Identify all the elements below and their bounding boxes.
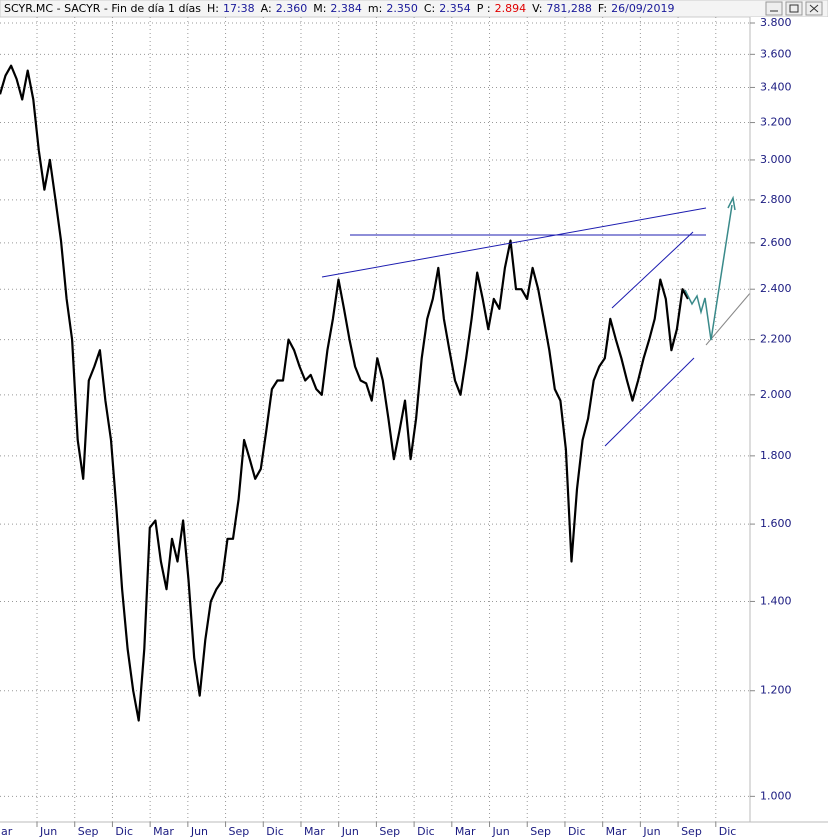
price-line (0, 64, 689, 722)
y-tick-label: 1.800 (760, 449, 792, 462)
x-tick-label: Dic (266, 825, 284, 838)
y-tick-label: 1.200 (760, 684, 792, 697)
close-icon (809, 4, 819, 13)
y-tick-label: 2.200 (760, 333, 792, 346)
x-tick-label: ar (1, 825, 13, 838)
field-label: M: (313, 2, 326, 15)
y-axis-area (750, 17, 828, 840)
x-tick-label: Mar (304, 825, 325, 838)
field-label: H: (207, 2, 219, 15)
annotations (321, 195, 758, 447)
arrow-head (727, 195, 736, 211)
y-tick-label: 1.600 (760, 517, 792, 530)
maximize-icon (789, 4, 799, 13)
y-tick-label: 2.600 (760, 236, 792, 249)
field-value: 2.384 (330, 2, 362, 15)
x-tick-label: Sep (379, 825, 400, 838)
grid (0, 17, 750, 822)
x-tick-label: Jun (341, 825, 359, 838)
field-value: 2.894 (495, 2, 527, 15)
y-tick-label: 2.000 (760, 388, 792, 401)
support-line (705, 284, 758, 346)
field-label: C: (424, 2, 435, 15)
field-label: V: (532, 2, 542, 15)
field-label: A: (261, 2, 272, 15)
header-text: SCYR.MC - SACYR - Fin de día 1 días H: 17:… (4, 2, 675, 15)
y-tick-label: 1.400 (760, 594, 792, 607)
y-tick-label: 2.400 (760, 282, 792, 295)
x-tick-label: Sep (530, 825, 551, 838)
x-tick-label: Jun (190, 825, 208, 838)
x-tick-label: Dic (719, 825, 737, 838)
x-tick-label: Jun (39, 825, 57, 838)
y-tick-label: 3.200 (760, 116, 792, 129)
x-tick-label: Jun (642, 825, 660, 838)
field-value: 781,288 (546, 2, 592, 15)
field-label: F: (598, 2, 607, 15)
x-tick-label: Mar (455, 825, 476, 838)
field-label: P : (477, 2, 491, 15)
channel-upper (611, 231, 694, 309)
field-label: m: (368, 2, 382, 15)
x-tick-label: Mar (606, 825, 627, 838)
y-tick-label: 2.800 (760, 193, 792, 206)
field-value: 2.354 (439, 2, 471, 15)
header-title: SCYR.MC - SACYR - Fin de día 1 días (4, 2, 201, 15)
y-tick-label: 1.000 (760, 789, 792, 802)
field-value: 2.350 (386, 2, 418, 15)
x-tick-label: Dic (417, 825, 435, 838)
minimize-button[interactable] (765, 1, 783, 16)
trend-line (321, 207, 707, 278)
field-value: 2.360 (276, 2, 308, 15)
y-tick-label: 3.400 (760, 80, 792, 93)
price-series (0, 64, 689, 722)
field-value: 26/09/2019 (611, 2, 674, 15)
channel-lower (604, 357, 695, 447)
x-tick-label: Jun (492, 825, 510, 838)
projection-arrow (684, 204, 733, 341)
x-tick-label: Dic (115, 825, 133, 838)
window-buttons[interactable] (765, 1, 823, 16)
maximize-button[interactable] (785, 1, 803, 16)
x-tick-label: Sep (78, 825, 99, 838)
y-tick-label: 3.600 (760, 47, 792, 60)
x-tick-label: Sep (229, 825, 250, 838)
x-tick-label: Sep (681, 825, 702, 838)
field-value: 17:38 (223, 2, 255, 15)
y-tick-label: 3.000 (760, 153, 792, 166)
x-tick-label: Dic (568, 825, 586, 838)
x-tick-label: Mar (153, 825, 174, 838)
y-tick-label: 3.800 (760, 16, 792, 29)
